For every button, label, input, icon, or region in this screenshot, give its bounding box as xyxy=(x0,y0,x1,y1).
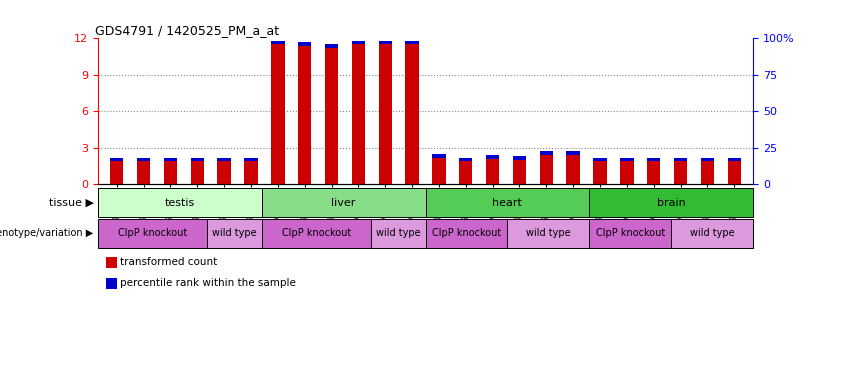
Bar xyxy=(674,157,688,184)
Text: brain: brain xyxy=(657,197,686,208)
Bar xyxy=(217,157,231,161)
Bar xyxy=(540,152,553,184)
Text: ClpP knockout: ClpP knockout xyxy=(117,228,187,238)
Bar xyxy=(207,219,262,248)
Text: wild type: wild type xyxy=(690,228,734,238)
Bar xyxy=(513,156,526,160)
Bar xyxy=(700,157,714,184)
Bar xyxy=(647,157,660,161)
Bar xyxy=(459,157,472,161)
Bar xyxy=(513,156,526,184)
Bar xyxy=(271,41,284,184)
Bar xyxy=(379,41,392,45)
Bar xyxy=(163,157,177,184)
Bar xyxy=(589,188,753,217)
Bar xyxy=(98,188,262,217)
Bar xyxy=(426,188,589,217)
Bar xyxy=(432,154,446,157)
Text: transformed count: transformed count xyxy=(120,257,217,267)
Bar xyxy=(262,188,426,217)
Bar xyxy=(647,157,660,184)
Text: genotype/variation ▶: genotype/variation ▶ xyxy=(0,228,94,238)
Bar xyxy=(405,41,419,45)
Text: testis: testis xyxy=(164,197,195,208)
Bar xyxy=(137,157,151,161)
Text: tissue ▶: tissue ▶ xyxy=(49,197,94,208)
Bar xyxy=(405,41,419,184)
Text: GDS4791 / 1420525_PM_a_at: GDS4791 / 1420525_PM_a_at xyxy=(94,24,279,37)
Bar xyxy=(244,157,258,161)
Bar xyxy=(191,157,204,184)
Bar xyxy=(486,155,500,159)
Text: heart: heart xyxy=(493,197,523,208)
Bar xyxy=(620,157,634,184)
Bar xyxy=(351,41,365,45)
Bar xyxy=(298,42,311,46)
Text: percentile rank within the sample: percentile rank within the sample xyxy=(120,278,296,288)
Bar xyxy=(325,45,338,48)
Bar xyxy=(540,152,553,155)
Bar xyxy=(110,157,123,184)
Text: liver: liver xyxy=(331,197,356,208)
Bar xyxy=(271,41,284,45)
Bar xyxy=(700,157,714,161)
Bar xyxy=(728,157,741,184)
Bar xyxy=(674,157,688,161)
Bar xyxy=(486,155,500,184)
Bar xyxy=(593,157,607,184)
Bar xyxy=(110,157,123,161)
Bar xyxy=(191,157,204,161)
Bar xyxy=(589,219,671,248)
Text: wild type: wild type xyxy=(376,228,420,238)
Bar xyxy=(459,157,472,184)
Bar xyxy=(244,157,258,184)
Bar xyxy=(426,219,507,248)
Text: ClpP knockout: ClpP knockout xyxy=(596,228,665,238)
Bar xyxy=(298,42,311,184)
Text: ClpP knockout: ClpP knockout xyxy=(431,228,501,238)
Text: wild type: wild type xyxy=(526,228,571,238)
Text: ClpP knockout: ClpP knockout xyxy=(282,228,351,238)
Bar xyxy=(728,157,741,161)
Bar xyxy=(379,41,392,184)
Bar xyxy=(98,219,207,248)
Text: wild type: wild type xyxy=(212,228,257,238)
Bar xyxy=(507,219,589,248)
Bar xyxy=(137,157,151,184)
Bar xyxy=(593,157,607,161)
Bar xyxy=(432,154,446,184)
Bar xyxy=(371,219,426,248)
Bar xyxy=(163,157,177,161)
Bar xyxy=(351,41,365,184)
Bar xyxy=(262,219,371,248)
Bar xyxy=(567,152,580,184)
Bar xyxy=(217,157,231,184)
Bar xyxy=(620,157,634,161)
Bar xyxy=(671,219,753,248)
Bar xyxy=(325,45,338,184)
Bar xyxy=(567,152,580,155)
